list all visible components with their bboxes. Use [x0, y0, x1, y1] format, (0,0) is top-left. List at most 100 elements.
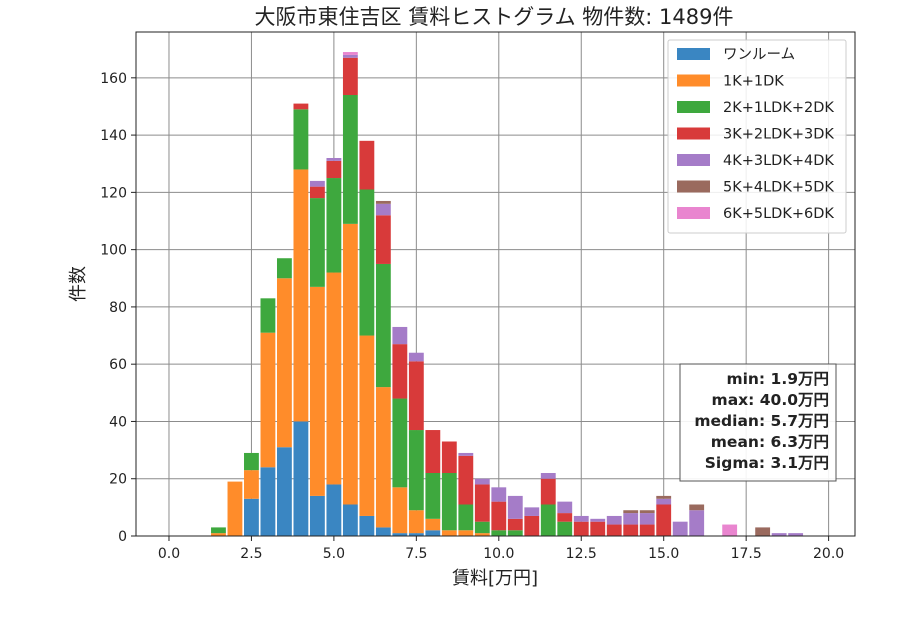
bar-segment — [326, 484, 342, 536]
y-tick-label: 140 — [100, 128, 127, 144]
bar-segment — [309, 286, 325, 496]
bar-segment — [689, 510, 705, 536]
legend-swatch — [677, 74, 710, 87]
bar-segment — [375, 200, 391, 204]
stats-line: mean: 6.3万円 — [711, 433, 829, 451]
x-axis-label: 賃料[万円] — [452, 568, 538, 589]
bar-segment — [342, 504, 358, 536]
bar-segment — [326, 158, 342, 161]
bar-segment — [656, 495, 672, 499]
bar-segment — [458, 504, 474, 531]
bar-segment — [408, 361, 424, 431]
bar-segment — [276, 278, 292, 448]
stats-frame — [679, 363, 837, 482]
bar-segment — [244, 452, 259, 471]
bar-segment — [474, 521, 490, 534]
bar-segment — [573, 521, 589, 536]
y-tick-label: 100 — [100, 243, 127, 259]
bar-segment — [359, 515, 375, 536]
bar-segment — [211, 533, 226, 536]
legend-label: 3K+2LDK+3DK — [723, 127, 834, 143]
bar-segment — [375, 203, 391, 216]
bar-segment — [639, 513, 655, 525]
y-tick-label: 40 — [109, 414, 127, 430]
bar-segment — [689, 504, 705, 511]
x-tick-label: 7.5 — [405, 546, 427, 562]
stats-box: min: 1.9万円 max: 40.0万円 median: 5.7万円 mean: … — [679, 363, 837, 482]
bar-segment — [491, 487, 507, 502]
bar-segment — [326, 272, 342, 485]
y-tick-label: 60 — [109, 357, 127, 373]
bar-segment — [755, 527, 771, 536]
chart-title: 大阪市東住吉区 賃料ヒストグラム 物件数: 1489件 — [255, 5, 734, 29]
bar-segment — [326, 160, 342, 179]
y-tick-label: 0 — [118, 529, 127, 545]
bar-segment — [309, 186, 325, 199]
bar-segment — [392, 487, 408, 534]
bar-segment — [309, 180, 325, 187]
y-axis-ticks: 0 20 40 60 80 100 120 140 160 — [100, 71, 136, 545]
bar-segment — [375, 527, 391, 536]
bar-segment — [342, 54, 358, 58]
bar-segment — [293, 103, 309, 110]
bar-segment — [639, 510, 655, 514]
bar-segment — [293, 169, 309, 422]
bar-segment — [392, 533, 408, 536]
legend-swatch — [677, 48, 710, 60]
bar-segment — [606, 524, 622, 536]
legend-swatch — [677, 101, 710, 113]
stats-line: max: 40.0万円 — [712, 391, 829, 409]
bar-segment — [359, 335, 375, 516]
bar-segment — [375, 263, 391, 388]
legend-label: 5K+4LDK+5DK — [723, 180, 834, 196]
bar-segment — [656, 504, 672, 536]
bar-segment — [441, 473, 457, 531]
bar-segment — [309, 198, 325, 287]
x-tick-label: 17.5 — [731, 546, 762, 562]
x-tick-label: 20.0 — [813, 546, 844, 562]
legend-label: 1K+1DK — [723, 74, 784, 90]
x-tick-label: 0.0 — [158, 546, 180, 562]
bar-segment — [425, 430, 441, 473]
bar-segment — [590, 518, 606, 522]
bar-segment — [639, 524, 655, 536]
bar-segment — [573, 515, 589, 522]
bar-segment — [342, 57, 358, 95]
bar-segment — [458, 455, 474, 505]
x-tick-label: 15.0 — [648, 546, 679, 562]
bar-segment — [260, 467, 276, 536]
bar-segment — [557, 521, 573, 536]
x-tick-label: 12.5 — [566, 546, 597, 562]
bar-segment — [211, 527, 226, 534]
bar-segment — [507, 530, 523, 536]
y-tick-label: 80 — [109, 300, 127, 316]
bar-segment — [557, 501, 573, 514]
bar-segment — [408, 352, 424, 362]
bar-segment — [491, 501, 507, 531]
bars — [211, 52, 804, 536]
bar-segment — [392, 344, 408, 399]
y-axis-label: 件数 — [68, 266, 89, 302]
bar-segment — [408, 430, 424, 511]
bar-segment — [507, 518, 523, 531]
x-tick-label: 5.0 — [323, 546, 345, 562]
x-tick-label: 10.0 — [483, 546, 514, 562]
bar-segment — [524, 515, 540, 536]
bar-segment — [474, 484, 490, 522]
bar-segment — [458, 530, 474, 536]
stats-line: Sigma: 3.1万円 — [705, 454, 829, 472]
legend-frame — [667, 39, 847, 234]
legend-swatch — [677, 207, 710, 219]
bar-segment — [524, 507, 540, 516]
legend-label: ワンルーム — [723, 47, 795, 63]
bar-segment — [260, 332, 276, 468]
bar-segment — [359, 140, 375, 190]
y-tick-label: 160 — [100, 71, 127, 87]
bar-segment — [260, 298, 276, 333]
bar-segment — [276, 447, 292, 536]
legend: ワンルーム 1K+1DK 2K+1LDK+2DK 3K+2LDK+3DK 4K+3LDK… — [667, 39, 847, 234]
bar-segment — [623, 510, 639, 514]
bar-segment — [557, 513, 573, 522]
